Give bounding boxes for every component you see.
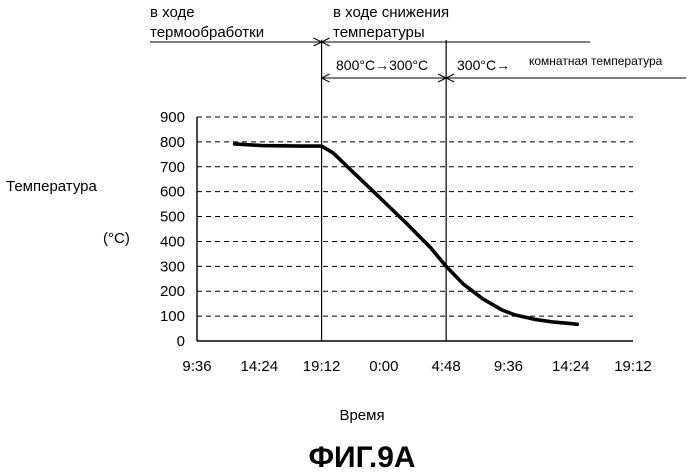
x-tick-label-4: 4:48	[432, 358, 461, 375]
phase-cooling-label-line2: температуры	[333, 24, 425, 41]
y-tick-label-2: 200	[160, 283, 185, 300]
x-tick-label-6: 14:24	[552, 358, 590, 375]
y-tick-label-8: 800	[160, 134, 185, 151]
y-tick-label-7: 700	[160, 159, 185, 176]
x-tick-label-3: 0:00	[369, 358, 398, 375]
y-tick-label-9: 900	[160, 109, 185, 126]
y-tick-label-4: 400	[160, 233, 185, 250]
range-label-800-300: 800°C→300°C	[336, 57, 428, 73]
range-label-room-temperature: комнатная температура	[529, 54, 663, 68]
x-tick-label-0: 9:36	[182, 358, 211, 375]
y-tick-label-3: 300	[160, 258, 185, 275]
range-label-300-room: 300°C→	[457, 57, 510, 73]
y-tick-label-6: 600	[160, 184, 185, 201]
phase-heat-label-line1: в ходе	[150, 4, 195, 21]
x-axis-label: Время	[339, 407, 384, 424]
x-tick-label-1: 14:24	[241, 358, 279, 375]
y-tick-label-0: 0	[177, 333, 185, 350]
x-tick-label-7: 19:12	[614, 358, 652, 375]
phase-cooling-label-line1: в ходе снижения	[333, 4, 449, 21]
x-tick-label-5: 9:36	[494, 358, 523, 375]
phase-heat-label-line2: термообработки	[150, 24, 264, 41]
figure-caption: ФИГ.9A	[308, 441, 415, 473]
plot-area: 0 100 200 300 400 500 600 700 800 900 9:36 14:24 19:…	[160, 109, 652, 375]
y-axis-label: Температура	[6, 178, 98, 195]
y-tick-label-5: 500	[160, 209, 185, 226]
y-tick-label-1: 100	[160, 308, 185, 325]
y-axis-unit: (°C)	[103, 230, 130, 247]
x-tick-label-2: 19:12	[303, 358, 341, 375]
phase-lines	[150, 38, 686, 341]
series-line-0	[235, 144, 578, 324]
